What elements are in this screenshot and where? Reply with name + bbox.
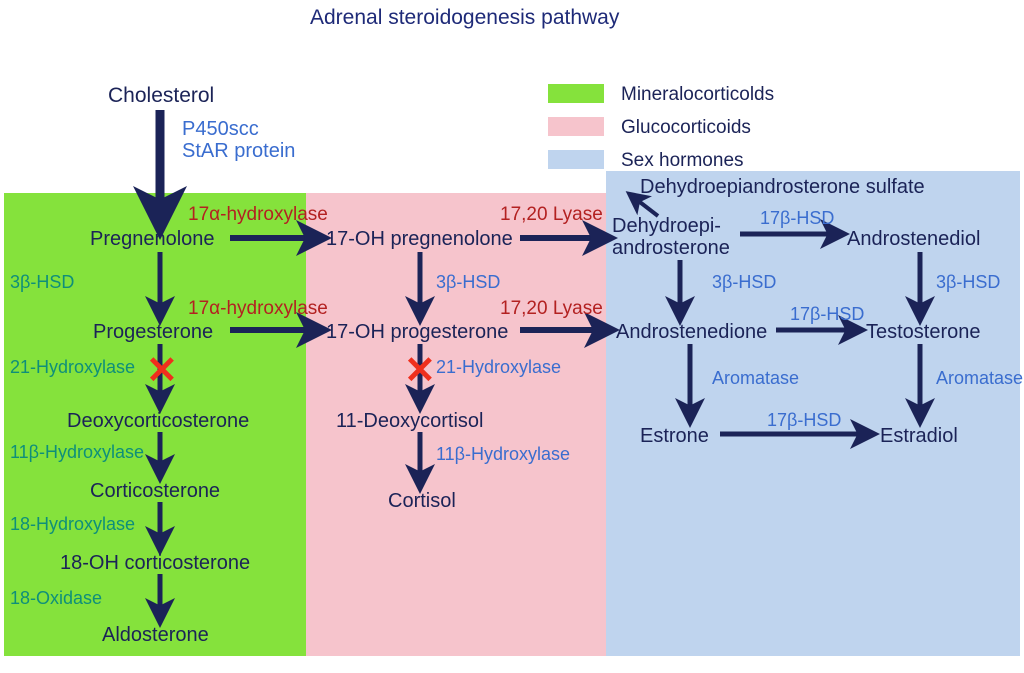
enzyme-3bhsd_m: 3β-HSD bbox=[436, 272, 500, 293]
enzyme-lyase_2: 17,20 Lyase bbox=[500, 298, 603, 320]
node-androstenediol: Androstenediol bbox=[847, 228, 980, 251]
enzyme-3bhsd_l1: 3β-HSD bbox=[10, 272, 74, 293]
enzyme-18ox_l: 18-Oxidase bbox=[10, 588, 102, 609]
enzyme-17bhsd_1: 17β-HSD bbox=[760, 208, 834, 229]
enzyme-11bhyd_m: 11β-Hydroxylase bbox=[436, 444, 570, 465]
node-corticostr: Corticosterone bbox=[90, 480, 220, 503]
enzyme-p450scc: P450scc bbox=[182, 118, 259, 141]
diagram-canvas: { "title": { "text": "Adrenal steroidoge… bbox=[0, 0, 1024, 673]
enzyme-17bhsd_3: 17β-HSD bbox=[767, 410, 841, 431]
block-mark-icon: ✕ bbox=[146, 348, 178, 393]
node-17oh_prog: 17-OH progesterone bbox=[326, 321, 508, 344]
node-androstenedione: Androstenedione bbox=[616, 321, 767, 344]
node-18oh: 18-OH corticosterone bbox=[60, 552, 250, 575]
enzyme-11bhyd_l: 11β-Hydroxylase bbox=[10, 442, 144, 463]
node-dhea_s: Dehydroepiandrosterone sulfate bbox=[640, 176, 925, 199]
enzyme-21hyd_l: 21-Hydroxylase bbox=[10, 357, 135, 378]
node-cholesterol: Cholesterol bbox=[108, 84, 214, 108]
node-estrone: Estrone bbox=[640, 425, 709, 448]
node-aldosterone: Aldosterone bbox=[102, 624, 209, 647]
node-pregnenolone: Pregnenolone bbox=[90, 228, 215, 251]
node-cortisol: Cortisol bbox=[388, 490, 456, 513]
enzyme-arom_1: Aromatase bbox=[712, 368, 799, 389]
node-estradiol: Estradiol bbox=[880, 425, 958, 448]
enzyme-lyase_1: 17,20 Lyase bbox=[500, 204, 603, 226]
enzyme-17ah_2: 17α-hydroxylase bbox=[188, 298, 328, 320]
node-17oh_preg: 17-OH pregnenolone bbox=[326, 228, 513, 251]
enzyme-17bhsd_2: 17β-HSD bbox=[790, 304, 864, 325]
enzyme-17ah_1: 17α-hydroxylase bbox=[188, 204, 328, 226]
node-dhea1: Dehydroepi- bbox=[612, 215, 721, 238]
pathway-arrow bbox=[632, 196, 658, 216]
node-progesterone: Progesterone bbox=[93, 321, 213, 344]
node-11deoxy: 11-Deoxycortisol bbox=[336, 410, 483, 433]
enzyme-3bhsd_r1: 3β-HSD bbox=[712, 272, 776, 293]
enzyme-3bhsd_r2: 3β-HSD bbox=[936, 272, 1000, 293]
enzyme-arom_2: Aromatase bbox=[936, 368, 1023, 389]
block-mark-icon: ✕ bbox=[404, 348, 436, 393]
node-dhea2: androsterone bbox=[612, 237, 730, 260]
enzyme-18hyd_l: 18-Hydroxylase bbox=[10, 514, 135, 535]
enzyme-star: StAR protein bbox=[182, 140, 295, 163]
node-doc: Deoxycorticosterone bbox=[67, 410, 249, 433]
node-testosterone: Testosterone bbox=[866, 321, 981, 344]
enzyme-21hyd_m: 21-Hydroxylase bbox=[436, 357, 561, 378]
